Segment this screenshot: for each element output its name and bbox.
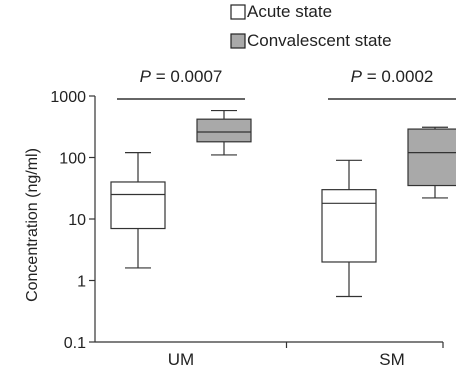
y-tick-label: 0.1 [64,335,86,352]
y-tick-label: 1 [77,274,86,291]
legend-label: Convalescent state [247,31,392,50]
legend: Acute state Convalescent state [230,2,392,50]
y-tick-label: 10 [68,212,86,229]
legend-label: Acute state [247,2,332,21]
box-sm-convalescent [407,126,456,199]
box-iqr [321,189,377,263]
p-value-label: P = 0.0007 [140,67,223,86]
p-value: = 0.0007 [151,67,222,86]
p-value-annotations: P = 0.0007 P = 0.0002 [117,67,456,100]
p-symbol: P [351,67,363,86]
p-symbol: P [140,67,152,86]
x-category-label: SM [379,350,405,369]
y-tick-label: 1000 [50,89,86,106]
p-value: = 0.0002 [362,67,433,86]
legend-swatch [230,33,246,49]
x-category-label: UM [168,350,194,369]
box-iqr [110,181,166,230]
y-tick-label: 100 [59,151,86,168]
legend-swatch [230,4,246,20]
box-um-convalescent [196,109,252,156]
box-iqr [196,118,252,143]
axes: 0.1 1 10 100 1000 UM SM Concentration (ng/ml) [24,89,444,369]
y-axis-label: Concentration (ng/ml) [24,148,41,302]
box-um-acute [110,152,166,269]
box-sm-acute [321,159,377,298]
box-iqr [407,128,456,187]
p-value-label: P = 0.0002 [351,67,434,86]
boxes [110,109,456,298]
